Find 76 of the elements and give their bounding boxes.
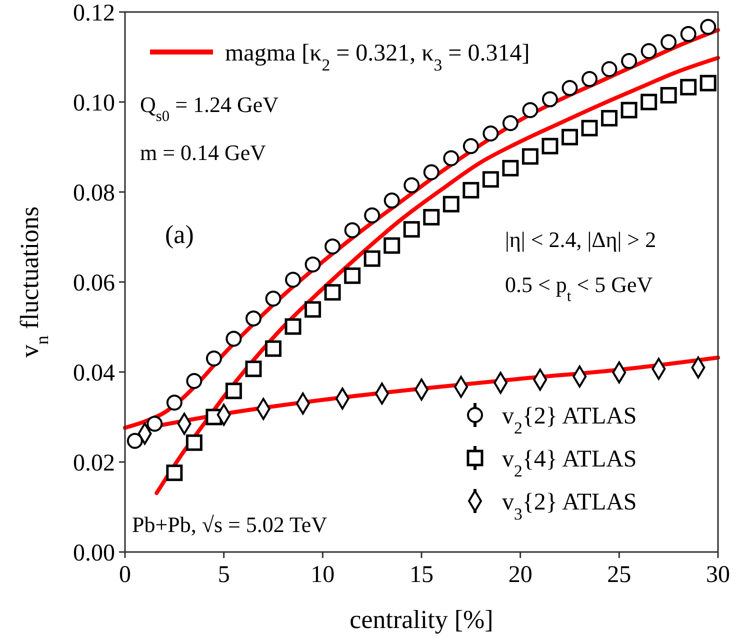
- point: [284, 318, 302, 335]
- point: [265, 340, 282, 357]
- point: [344, 222, 360, 238]
- y-tick-label: 0.10: [73, 90, 115, 116]
- point: [364, 250, 380, 267]
- y-tick-label: 0.02: [73, 450, 115, 476]
- point: [245, 360, 262, 378]
- y-tick-label: 0.12: [73, 0, 115, 26]
- point: [601, 110, 618, 126]
- point: [304, 256, 321, 272]
- point: [186, 373, 202, 389]
- point: [482, 126, 499, 142]
- point: [502, 115, 518, 132]
- point: [344, 267, 361, 284]
- point: [442, 196, 460, 212]
- x-tick-label: 0: [119, 562, 131, 588]
- point: [146, 416, 163, 432]
- point: [186, 434, 202, 451]
- x-axis-title: centrality [%]: [350, 605, 494, 634]
- point: [265, 290, 282, 307]
- annotation: m = 0.14 GeV: [140, 140, 266, 165]
- point: [225, 382, 242, 400]
- y-tick-label: 0.00: [73, 540, 115, 566]
- point: [542, 91, 558, 108]
- annotation: 0.5 < p$_{t}$ < 5 GeV: [505, 272, 653, 304]
- x-tick-label: 15: [410, 562, 434, 588]
- point: [620, 102, 638, 118]
- point: [443, 150, 460, 166]
- point: [324, 238, 341, 254]
- annotation: Pb+Pb, √s = 5.02 TeV: [132, 512, 328, 537]
- point: [680, 78, 697, 96]
- point: [226, 330, 242, 347]
- point: [423, 164, 440, 180]
- point: [166, 464, 183, 482]
- point: [522, 148, 538, 165]
- point: [462, 138, 479, 154]
- x-tick-label: 20: [508, 562, 532, 588]
- point: [700, 74, 716, 92]
- point: [285, 272, 302, 288]
- x-tick-label: 25: [607, 562, 632, 588]
- point: [522, 102, 538, 118]
- point: [562, 80, 578, 96]
- point: [542, 138, 558, 154]
- annotation: (a): [165, 220, 194, 249]
- x-tick-label: 5: [218, 562, 230, 588]
- point: [403, 221, 420, 238]
- point: [562, 128, 578, 146]
- annotation: Q$_{s0}$ = 1.24 GeV: [140, 92, 279, 124]
- point: [166, 394, 182, 411]
- point: [206, 350, 222, 366]
- point: [582, 71, 598, 88]
- point: [324, 284, 341, 301]
- y-tick-label: 0.06: [73, 270, 115, 296]
- point: [700, 18, 716, 35]
- legend-label: magma [κ$_{2}$ = 0.321, κ$_{3}$ = 0.314]: [225, 40, 530, 74]
- legend-label: v$_{2}${4} ATLAS: [502, 446, 637, 480]
- legend-label: v$_{3}${2} ATLAS: [502, 489, 637, 523]
- point: [384, 192, 400, 209]
- point: [462, 182, 480, 198]
- x-tick-label: 30: [706, 562, 730, 588]
- point: [423, 208, 440, 226]
- point: [482, 171, 499, 188]
- point: [581, 120, 598, 136]
- point: [640, 94, 658, 110]
- point: [660, 87, 677, 104]
- y-tick-label: 0.08: [73, 180, 115, 206]
- point: [621, 53, 638, 70]
- y-tick-label: 0.04: [73, 360, 115, 386]
- point: [364, 207, 380, 224]
- legend-label: v$_{2}${2} ATLAS: [502, 403, 637, 437]
- point: [304, 301, 322, 318]
- point: [502, 160, 519, 176]
- x-tick-label: 10: [310, 562, 335, 588]
- point: [384, 237, 400, 254]
- point: [245, 310, 262, 326]
- annotation: |η| < 2.4, |Δη| > 2: [505, 227, 656, 252]
